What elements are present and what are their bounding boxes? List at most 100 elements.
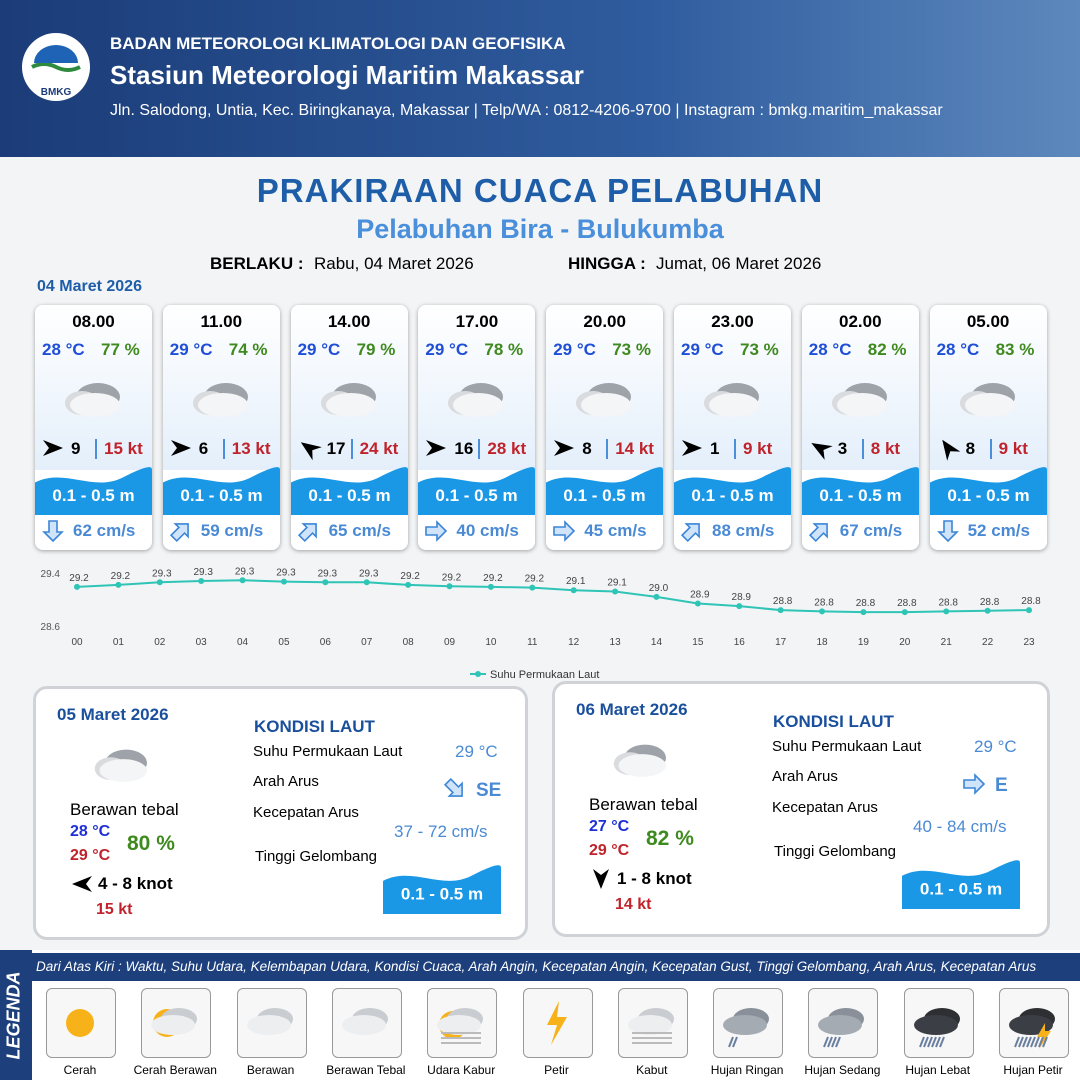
- wind-range: 1 - 8 knot: [617, 869, 692, 888]
- value-label: 29.3: [193, 567, 213, 578]
- sst-point: [198, 577, 205, 584]
- wind-speed: 8: [965, 439, 976, 458]
- humidity: 79 %: [356, 340, 396, 359]
- wind-speed: 9: [71, 439, 81, 458]
- gust-speed: 9 kt: [734, 439, 772, 459]
- current-direction-icon: [936, 520, 959, 543]
- legend-label: Hujan Petir: [1003, 1063, 1063, 1077]
- sst-point: [777, 607, 784, 614]
- legend-label: Kabut: [636, 1063, 668, 1077]
- weather-icon: [448, 383, 504, 417]
- wave-shape: [929, 467, 1047, 515]
- current-direction-icon: [443, 777, 463, 797]
- x-tick-label: 17: [775, 637, 787, 648]
- wave-shape: [290, 467, 408, 515]
- wave-height: 0.1 - 0.5 m: [401, 885, 483, 904]
- value-label: 29.3: [318, 568, 338, 579]
- current-direction-icon: [680, 523, 700, 543]
- x-tick-label: 00: [71, 637, 83, 648]
- rain: [1018, 1036, 1024, 1048]
- sst-point: [653, 593, 660, 600]
- air-temp: 29 °C: [681, 340, 724, 359]
- cloud-shape: [704, 383, 759, 417]
- gust-speed: 13 kt: [222, 439, 271, 459]
- x-tick-label: 21: [941, 637, 953, 648]
- arrow-shape: [936, 520, 959, 543]
- dir-value: E: [995, 775, 1008, 796]
- value-label: 29.1: [566, 576, 586, 587]
- rain: [831, 1036, 838, 1048]
- arrow-shape: [443, 777, 463, 797]
- wave-shape: [383, 865, 501, 914]
- cloud-part: [246, 1015, 291, 1035]
- cloud-part: [581, 393, 632, 417]
- x-tick-label: 06: [320, 637, 332, 648]
- wave-label: Tinggi Gelombang: [255, 848, 378, 865]
- arrow-shape: [170, 440, 191, 456]
- wind-direction-icon: [682, 440, 702, 456]
- sst-point: [239, 577, 246, 584]
- sst-label: Suhu Permukaan Laut: [253, 743, 403, 760]
- cloud-part: [818, 1015, 863, 1035]
- legend-label: Suhu Permukaan Laut: [490, 669, 599, 681]
- temp-max: 29 °C: [589, 842, 630, 859]
- wave-panel: 0.1 - 0.5 m: [546, 467, 664, 515]
- wave-panel: 0.1 - 0.5 m: [674, 467, 791, 515]
- gust-speed: 28 kt: [478, 439, 526, 459]
- legend-icon: [913, 1008, 960, 1048]
- cloud-shape: [94, 749, 147, 782]
- arrow-shape: [425, 520, 448, 542]
- cloud-shape: [831, 383, 887, 417]
- value-label: 28.8: [938, 597, 958, 608]
- cloud-part: [99, 759, 147, 782]
- daily-date: 05 Maret 2026: [57, 705, 169, 724]
- current-direction-icon: [42, 520, 64, 543]
- cloud-part: [836, 393, 887, 417]
- sst-point: [819, 608, 826, 615]
- current-speed: 59 cm/s: [200, 521, 264, 540]
- value-label: 28.9: [732, 592, 752, 603]
- rain: [823, 1036, 830, 1048]
- current-speed: 45 cm/s: [584, 521, 647, 540]
- arrow-shape: [682, 440, 702, 456]
- wind-speed: 16: [454, 439, 474, 458]
- cloud-part: [197, 393, 248, 417]
- logo-arc: [34, 45, 78, 63]
- valid-to: Jumat, 06 Maret 2026: [656, 254, 822, 273]
- wave-panel: 0.1 - 0.5 m: [290, 467, 408, 515]
- cloud-part: [627, 1015, 672, 1035]
- value-label: 29.3: [359, 568, 379, 579]
- humidity: 80 %: [127, 832, 175, 855]
- logo: BMKG: [22, 33, 90, 101]
- wind-direction-icon: [43, 440, 63, 456]
- wave-shape: [902, 860, 1020, 909]
- cloud-part: [723, 1015, 768, 1035]
- legend-label: Berawan: [246, 1063, 295, 1077]
- wave-shape: [546, 467, 664, 515]
- rain: [835, 1036, 842, 1048]
- legend-icon: [627, 1008, 674, 1044]
- current-speed: 52 cm/s: [967, 521, 1030, 540]
- current-direction-icon: [963, 773, 986, 795]
- title: PRAKIRAAN CUACA PELABUHAN: [256, 172, 824, 209]
- wind-range: 4 - 8 knot: [98, 874, 173, 893]
- rain: [938, 1036, 945, 1048]
- weather-icon: [613, 744, 666, 777]
- wave-height: 0.1 - 0.5 m: [920, 880, 1002, 899]
- cloud-part: [151, 1015, 196, 1035]
- wave-panel: 0.1 - 0.5 m: [801, 467, 919, 515]
- value-label: 28.8: [814, 597, 834, 608]
- wave-height: 0.1 - 0.5 m: [564, 486, 646, 505]
- value-label: 28.8: [856, 598, 876, 609]
- temp-min: 28 °C: [70, 823, 111, 840]
- current-speed: 40 cm/s: [456, 521, 519, 540]
- weather-icon: [320, 383, 376, 417]
- wind-direction-icon: [300, 442, 322, 461]
- legend-label: Udara Kabur: [427, 1063, 496, 1077]
- cloud-shape: [448, 383, 504, 417]
- value-label: 28.8: [897, 598, 917, 609]
- arrow-shape: [300, 442, 322, 461]
- current-speed: 88 cm/s: [712, 521, 775, 540]
- cloud-shape: [576, 383, 632, 417]
- legend-label: Cerah: [63, 1063, 97, 1077]
